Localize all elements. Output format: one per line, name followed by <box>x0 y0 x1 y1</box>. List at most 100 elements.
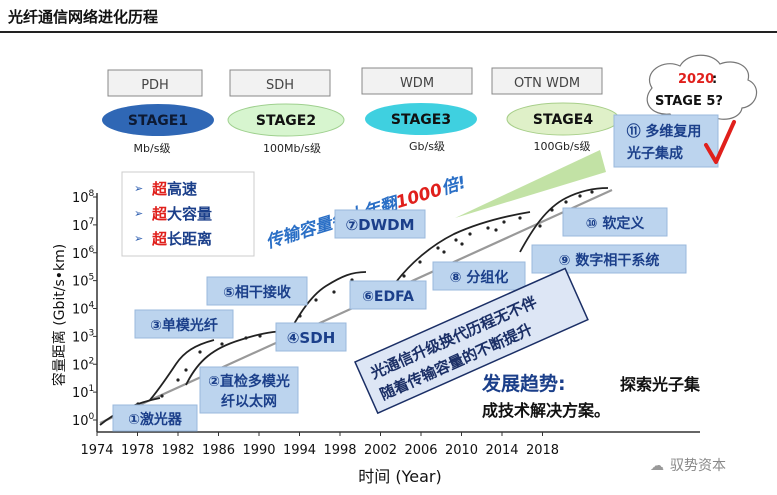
stage-sdh: SDH STAGE2 100Mb/s级 <box>227 69 345 155</box>
milestone-dwdm: ⑦DWDM <box>334 209 426 239</box>
stage-tech-label: OTN WDM <box>514 76 580 91</box>
y-tick-label: 103 <box>72 328 94 345</box>
y-tick-label: 102 <box>72 356 94 373</box>
page-header: 光纤通信网络进化历程 <box>0 0 777 33</box>
stage-label: STAGE4 <box>533 112 593 128</box>
stage-unit: Mb/s级 <box>134 142 171 155</box>
stage-unit: 100Mb/s级 <box>263 142 321 155</box>
milestone-software-defined: ⑩ 软定义 <box>562 207 668 237</box>
data-point <box>518 216 522 220</box>
svg-text:➢: ➢ <box>134 182 143 195</box>
x-tick-label: 1986 <box>202 443 235 458</box>
milestone-coherent-receive: ⑤相干接收 <box>206 276 308 306</box>
y-tick-label: 108 <box>72 189 95 206</box>
data-point <box>298 314 302 318</box>
x-tick-label: 1994 <box>283 443 316 458</box>
y-tick-label: 104 <box>72 301 95 318</box>
svg-text:⑧ 分组化: ⑧ 分组化 <box>450 269 509 286</box>
feature-item: ➢ 超大容量 <box>134 205 212 223</box>
data-point <box>160 394 164 398</box>
development-line2: 成技术解决方案。 <box>482 401 610 420</box>
stage-label: STAGE2 <box>256 113 316 129</box>
milestone-single-mode-fiber: ③单模光纤 <box>134 309 234 339</box>
data-point <box>494 228 498 232</box>
stage5-label: STAGE 5? <box>655 94 723 109</box>
development-trend: 发展趋势: 探索光子集 成技术解决方案。 <box>481 372 701 420</box>
data-point <box>198 350 202 354</box>
x-tick-label: 2018 <box>526 443 559 458</box>
stage-pdh: PDH STAGE1 Mb/s级 <box>102 69 214 155</box>
feature-text: 长距离 <box>167 230 212 248</box>
feature-text: 大容量 <box>167 205 212 223</box>
svg-text:➢: ➢ <box>134 232 143 245</box>
watermark: ☁ 驭势资本 <box>650 458 726 474</box>
x-tick-label: 2014 <box>485 443 518 458</box>
x-tick-label: 1978 <box>121 443 154 458</box>
data-point <box>564 200 568 204</box>
stage-tech-label: PDH <box>141 78 169 93</box>
data-point <box>176 378 180 382</box>
y-tick-label: 101 <box>72 384 94 401</box>
stage-label: STAGE1 <box>128 113 188 129</box>
x-tick-label: 2002 <box>364 443 397 458</box>
axes: 100 101 102 103 104 105 106 107 108 1974 1978 1982… <box>51 189 700 486</box>
x-tick-label: 1974 <box>80 443 113 458</box>
stage-label: STAGE3 <box>391 112 451 128</box>
trend-banner-suffix: 倍! <box>439 173 469 199</box>
watermark-text: 驭势资本 <box>670 458 726 474</box>
x-tick-label: 2006 <box>404 443 437 458</box>
growth-wedge <box>455 150 606 218</box>
milestone-digital-coherent: ⑨ 数字相干系统 <box>531 244 687 274</box>
data-point <box>502 220 506 224</box>
wechat-icon: ☁ <box>650 458 664 474</box>
curve-6 <box>519 187 609 253</box>
page-title: 光纤通信网络进化历程 <box>8 8 159 26</box>
feature-item: ➢ 超长距离 <box>134 230 212 248</box>
trend-banner-number: 1000 <box>394 180 445 213</box>
feature-item: ➢ 超高速 <box>134 180 197 198</box>
x-tick-label: 1982 <box>161 443 194 458</box>
stage-tech-label: SDH <box>266 78 294 93</box>
stage5-year: 2020 <box>678 72 714 87</box>
curve-3 <box>185 330 285 386</box>
data-point <box>418 260 422 264</box>
data-point <box>578 194 582 198</box>
data-point <box>538 224 542 228</box>
x-tick-label: 1990 <box>242 443 275 458</box>
milestone-multimode-ethernet: ②直检多模光 纤以太网 <box>199 366 299 414</box>
data-point <box>590 190 594 194</box>
feature-prefix: 超 <box>151 230 168 248</box>
data-point <box>258 334 262 338</box>
stage5-cloud: 2020 : STAGE 5? <box>646 54 758 122</box>
x-tick-label: 2010 <box>445 443 478 458</box>
y-tick-label: 100 <box>72 412 95 429</box>
data-point <box>454 238 458 242</box>
svg-text:超大容量: 超大容量 <box>151 205 212 223</box>
data-point <box>244 336 248 340</box>
y-tick-label: 107 <box>72 217 94 234</box>
data-point <box>402 274 406 278</box>
stage-tech-label: WDM <box>400 76 434 91</box>
y-tick-label: 105 <box>72 273 94 290</box>
milestone-packetization: ⑧ 分组化 <box>432 261 526 291</box>
svg-text:⑪ 多维复用: ⑪ 多维复用 <box>627 123 702 140</box>
svg-text:纤以太网: 纤以太网 <box>221 393 277 410</box>
svg-text:①激光器: ①激光器 <box>128 411 183 428</box>
data-point <box>436 246 440 250</box>
curve-2 <box>149 339 215 401</box>
data-point <box>460 242 464 246</box>
svg-text:⑥EDFA: ⑥EDFA <box>362 289 414 305</box>
data-point <box>486 226 490 230</box>
data-point <box>220 342 224 346</box>
stage-otn-wdm: OTN WDM STAGE4 100Gb/s级 <box>491 67 620 153</box>
svg-text:②直检多模光: ②直检多模光 <box>208 373 290 390</box>
x-tick-label: 1998 <box>323 443 356 458</box>
x-axis-label: 时间 (Year) <box>358 467 441 486</box>
data-point <box>332 290 336 294</box>
milestone-multidim-photonic: ⑪ 多维复用 光子集成 <box>613 114 719 168</box>
feature-list: ➢ 超高速 ➢ 超大容量 ➢ 超长距离 <box>121 171 255 257</box>
data-point <box>468 232 472 236</box>
y-tick-labels: 100 101 102 103 104 105 106 107 108 <box>72 189 97 429</box>
stage-unit: Gb/s级 <box>409 140 445 153</box>
